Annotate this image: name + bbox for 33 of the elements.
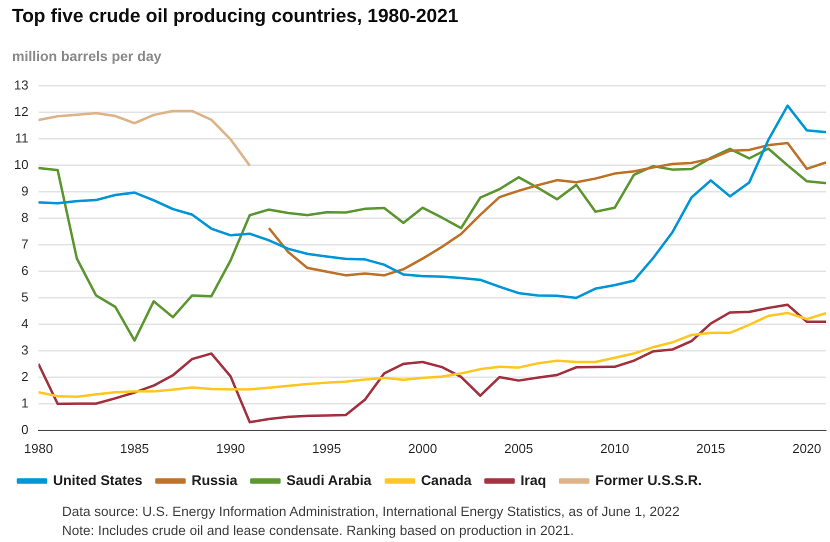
y-tick-label: 5: [21, 289, 28, 304]
x-tick-label: 1985: [120, 440, 149, 456]
y-tick-label: 11: [14, 130, 28, 146]
y-tick-label: 9: [21, 183, 28, 198]
y-tick-label: 0: [21, 422, 28, 437]
x-tick-label: 2005: [504, 440, 534, 456]
y-tick-label: 4: [21, 316, 28, 331]
x-tick-label: 1980: [24, 440, 53, 456]
legend-label: Iraq: [520, 472, 546, 488]
legend-label: Saudi Arabia: [286, 472, 372, 488]
chart-title: Top five crude oil producing countries, 1980-2021: [12, 6, 458, 28]
legend-label: United States: [53, 472, 143, 488]
x-tick-label: 2000: [408, 440, 438, 456]
y-tick-label: 2: [21, 368, 28, 384]
legend-label: Russia: [191, 472, 238, 488]
y-tick-label: 3: [21, 342, 28, 358]
legend-label: Former U.S.S.R.: [595, 472, 702, 488]
y-tick-label: 7: [21, 236, 28, 252]
y-tick-label: 1: [21, 395, 28, 410]
legend-label: Canada: [420, 472, 472, 488]
y-tick-label: 6: [21, 262, 28, 278]
y-axis-title: million barrels per day: [12, 48, 162, 64]
x-tick-label: 2020: [792, 440, 822, 456]
text: Note: Includes crude oil and lease condensate. Ranking based on production in 2021.: [62, 522, 575, 540]
y-tick-label: 10: [14, 156, 28, 172]
x-tick-label: 2010: [600, 440, 630, 456]
y-tick-label: 12: [14, 104, 28, 119]
x-tick-label: 2015: [696, 440, 726, 456]
x-tick-label: 1995: [312, 440, 342, 456]
y-tick-label: 8: [21, 210, 28, 225]
x-tick-label: 1990: [216, 440, 246, 456]
y-tick-label: 13: [14, 77, 28, 92]
source-note: Data source: U.S. Energy Information Administration, International Energy Statistics, as of June 1, 2022: [62, 503, 680, 521]
